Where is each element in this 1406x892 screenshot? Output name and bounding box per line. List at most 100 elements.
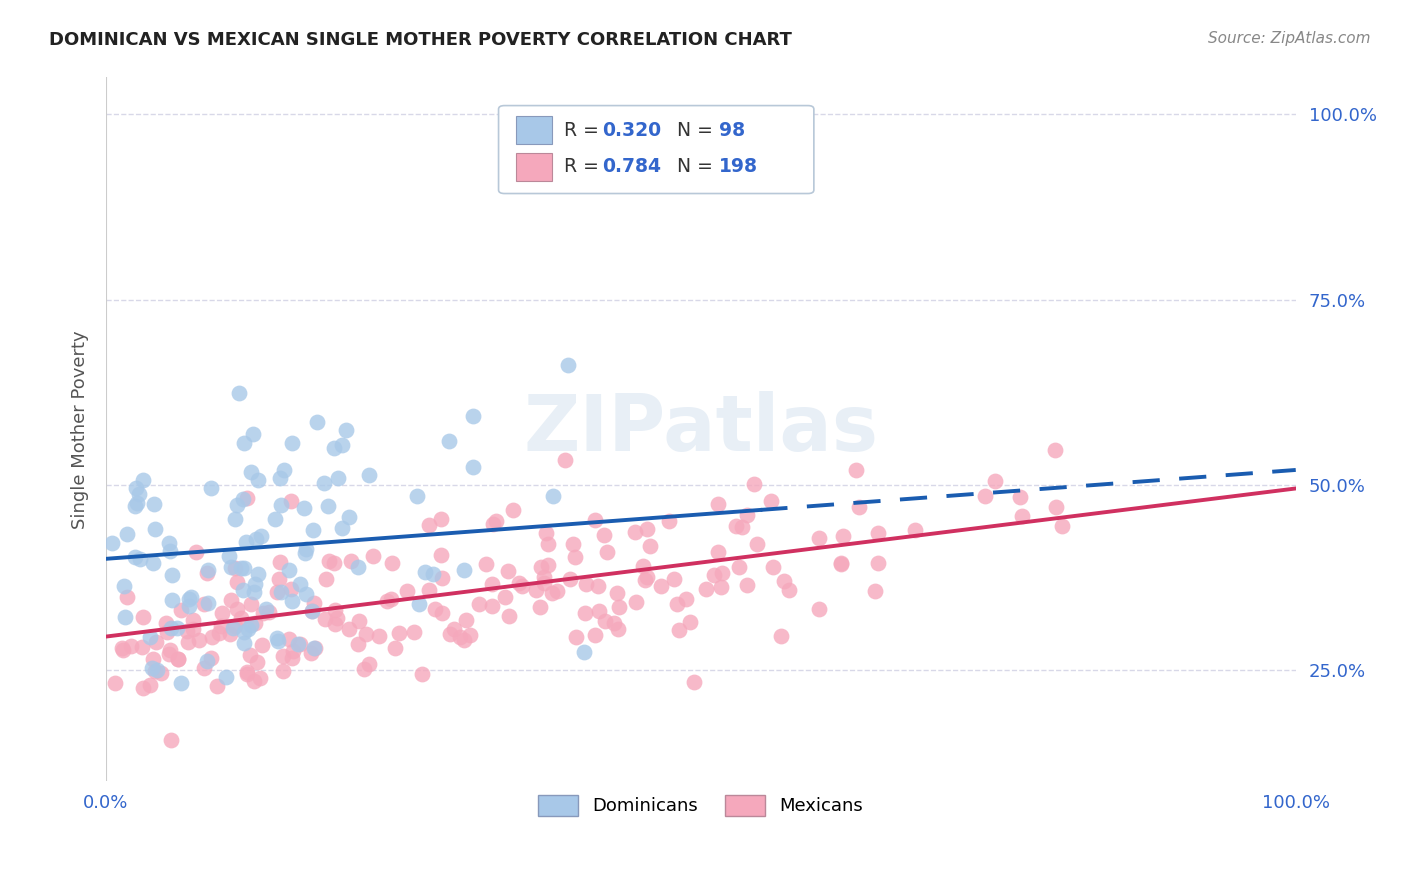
Point [494, 591, 516, 605]
Text: 198: 198 [718, 157, 758, 177]
Text: 0.784: 0.784 [602, 157, 661, 177]
Point [232, 491, 254, 506]
Point [304, 640, 326, 655]
Point [439, 626, 461, 640]
Y-axis label: Single Mother Poverty: Single Mother Poverty [72, 330, 89, 529]
Point [232, 583, 254, 598]
Point [357, 657, 380, 672]
Point [239, 648, 262, 662]
Point [139, 678, 162, 692]
Point [593, 614, 616, 628]
Point [252, 606, 274, 620]
Text: R =: R = [564, 120, 605, 140]
Point [157, 535, 180, 549]
Point [243, 673, 266, 688]
Point [422, 567, 444, 582]
Point [537, 537, 560, 551]
Point [314, 611, 336, 625]
Point [425, 601, 447, 615]
Point [277, 563, 299, 577]
Point [384, 640, 406, 655]
Point [180, 590, 202, 604]
Point [496, 565, 519, 579]
Point [229, 561, 252, 575]
Point [565, 630, 588, 644]
Point [270, 585, 292, 599]
Point [323, 441, 346, 455]
Point [330, 438, 353, 452]
Point [250, 638, 273, 652]
Point [231, 611, 253, 625]
Point [236, 491, 259, 505]
Point [195, 566, 218, 580]
Point [558, 572, 581, 586]
Point [281, 650, 304, 665]
Point [636, 570, 658, 584]
Point [830, 556, 852, 570]
Point [359, 467, 381, 482]
Point [145, 635, 167, 649]
Point [228, 386, 250, 401]
Point [269, 470, 291, 484]
Point [266, 631, 288, 645]
Point [236, 622, 259, 636]
Point [193, 597, 215, 611]
Point [120, 639, 142, 653]
Point [554, 453, 576, 467]
Point [603, 615, 626, 630]
Point [710, 580, 733, 594]
Point [128, 486, 150, 500]
Text: 98: 98 [718, 120, 745, 140]
Point [498, 608, 520, 623]
Point [269, 555, 291, 569]
Point [224, 512, 246, 526]
Point [624, 524, 647, 539]
Point [745, 536, 768, 550]
Point [129, 551, 152, 566]
Point [316, 500, 339, 514]
Point [335, 423, 357, 437]
Point [463, 409, 485, 424]
Point [337, 622, 360, 636]
Point [245, 616, 267, 631]
Point [326, 471, 349, 485]
Point [240, 597, 263, 611]
Point [449, 631, 471, 645]
Point [302, 641, 325, 656]
Point [166, 621, 188, 635]
Point [224, 619, 246, 633]
Text: Source: ZipAtlas.com: Source: ZipAtlas.com [1208, 31, 1371, 46]
Text: R =: R = [564, 157, 605, 177]
Point [181, 613, 204, 627]
Point [583, 628, 606, 642]
Point [225, 575, 247, 590]
Point [481, 577, 503, 591]
Point [294, 546, 316, 560]
Point [245, 656, 267, 670]
Point [181, 623, 204, 637]
Point [270, 498, 292, 512]
Point [141, 661, 163, 675]
Point [347, 614, 370, 628]
Point [356, 626, 378, 640]
Point [200, 481, 222, 495]
Point [562, 537, 585, 551]
Point [588, 603, 610, 617]
Point [543, 489, 565, 503]
Point [115, 526, 138, 541]
Point [221, 592, 243, 607]
Point [463, 460, 485, 475]
Point [707, 497, 730, 511]
Point [143, 664, 166, 678]
Point [301, 604, 323, 618]
Point [263, 512, 285, 526]
Point [363, 549, 385, 563]
Point [347, 636, 370, 650]
Point [249, 672, 271, 686]
Point [278, 632, 301, 646]
Point [193, 661, 215, 675]
Point [218, 549, 240, 563]
Point [142, 557, 165, 571]
Point [534, 525, 557, 540]
Point [540, 586, 562, 600]
